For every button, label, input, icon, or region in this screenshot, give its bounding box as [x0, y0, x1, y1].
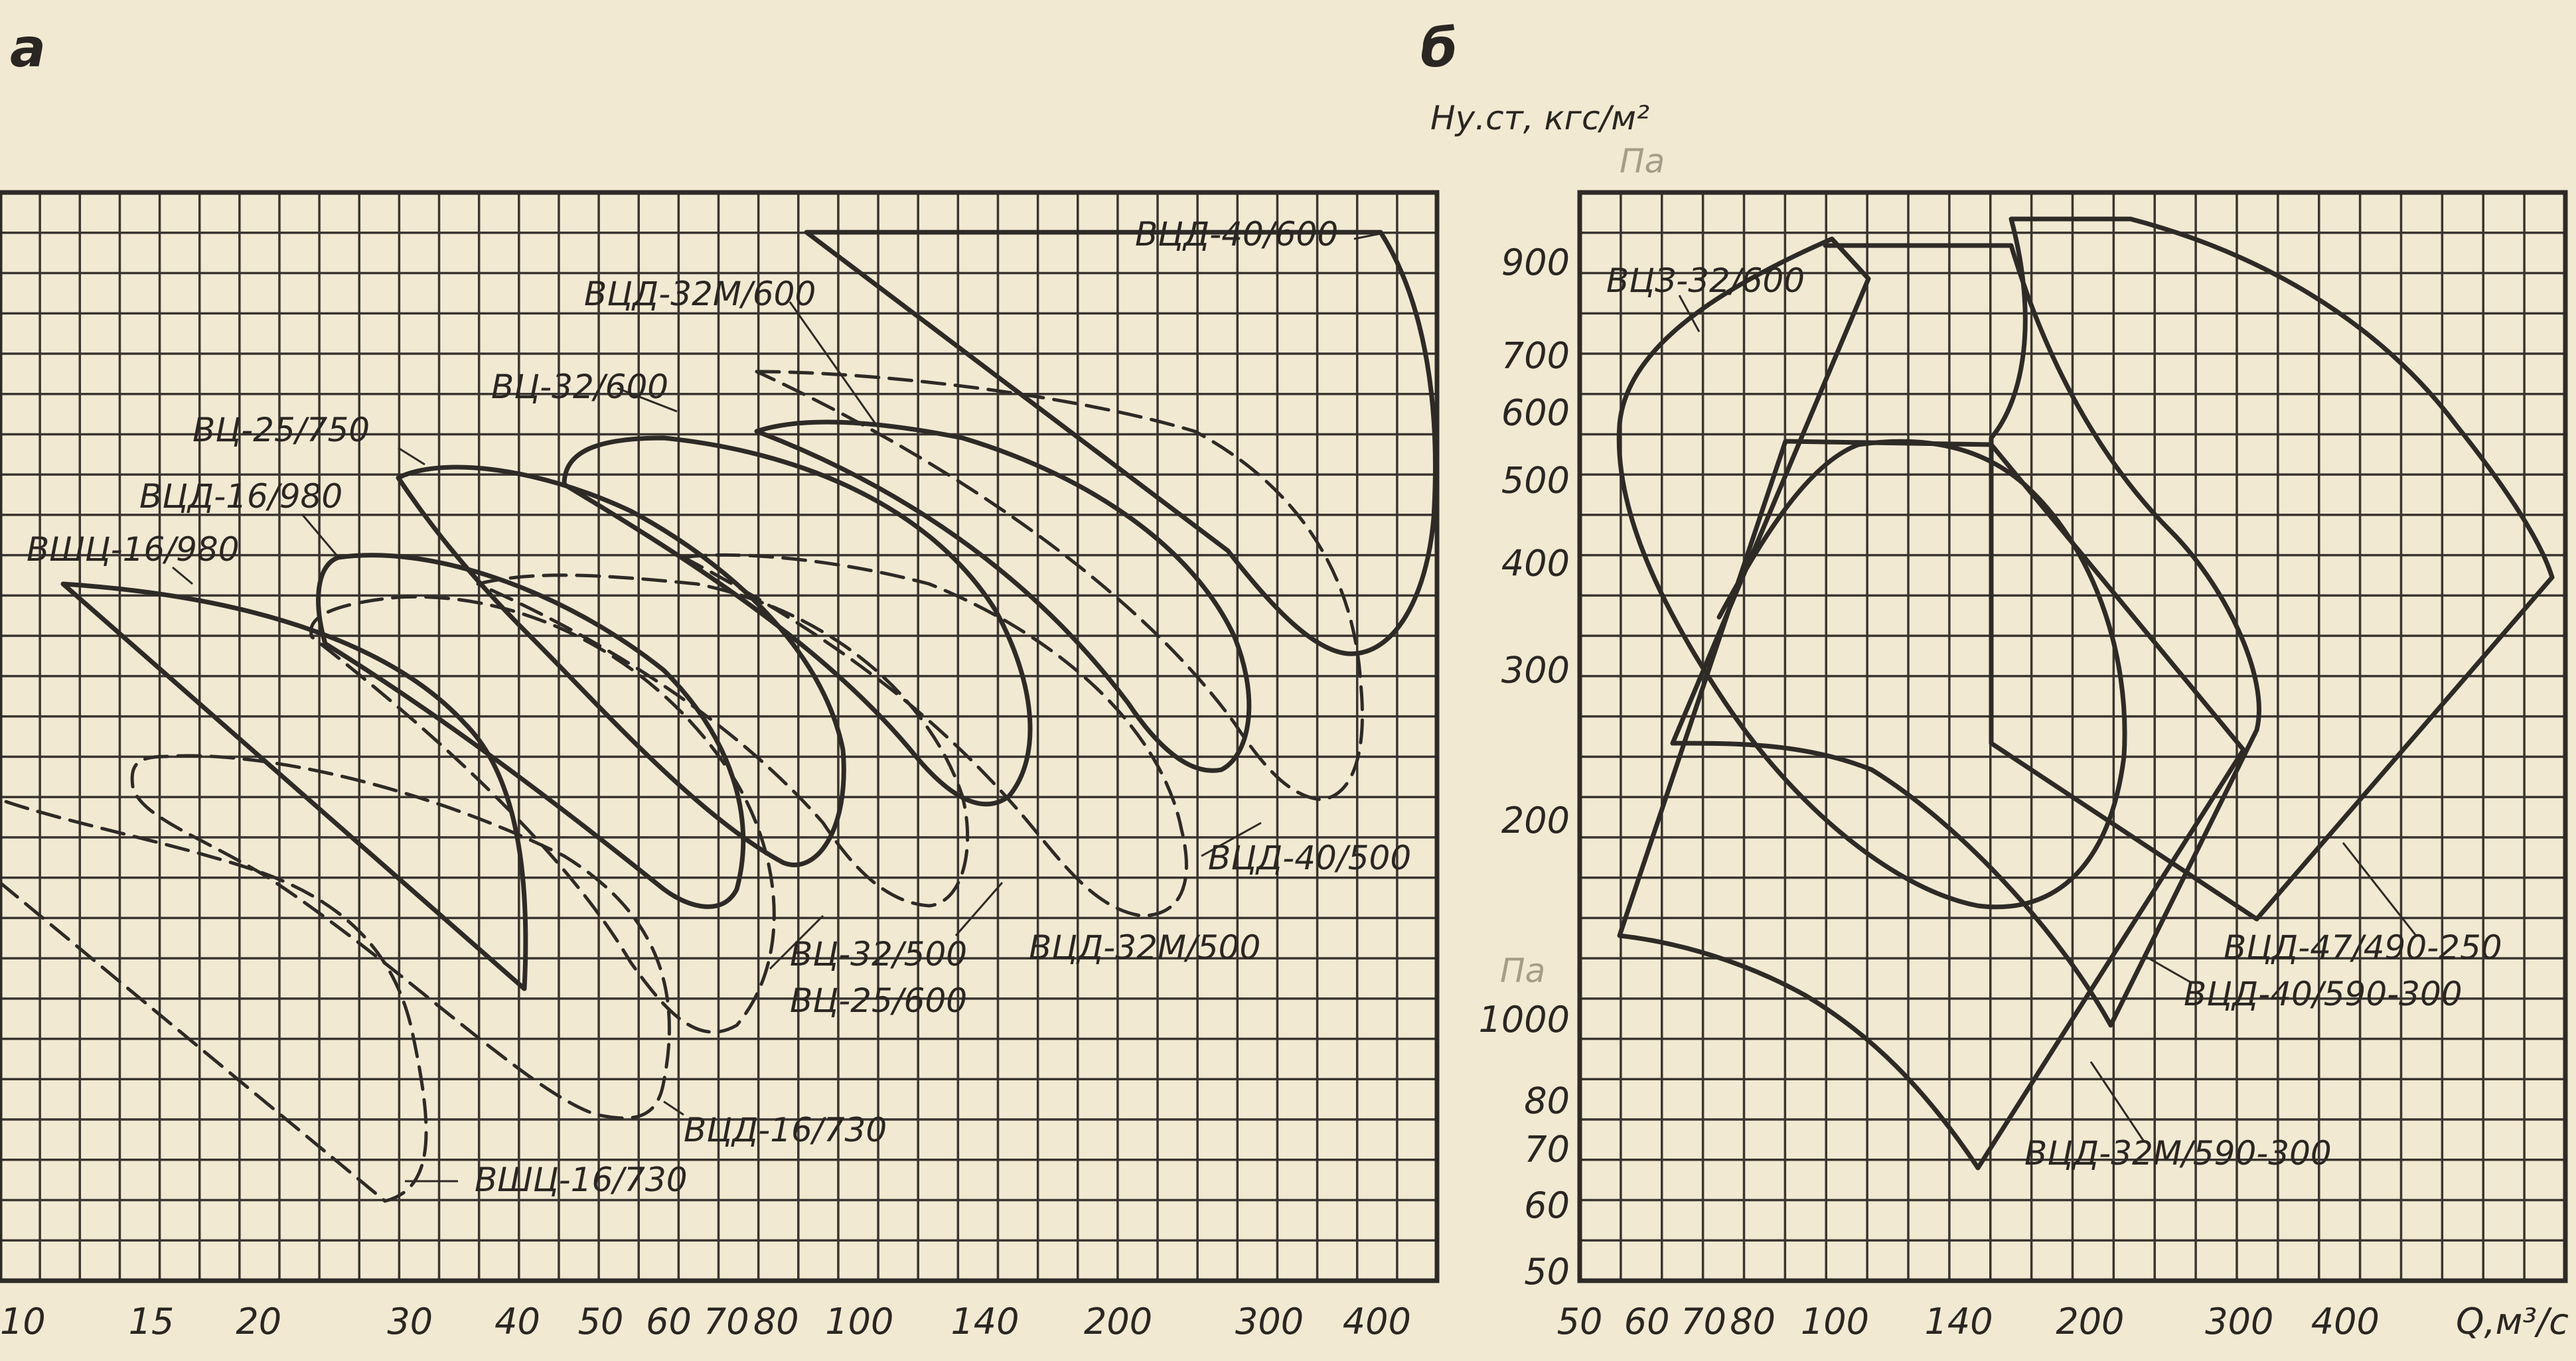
x-axis-label: Q,м³/с	[2456, 1301, 2569, 1342]
panel-b-labels: ВЦЗ-32/600 ВЦД-32М/590-300 ВЦД-40/590-30…	[1606, 261, 2502, 1173]
label-vc-32-500: ВЦ-32/500	[790, 935, 967, 973]
curve-vcd-16-980	[316, 553, 746, 909]
panel-b-x-ticks: 50 60 70 80 100 140 200 300 400	[1557, 1301, 2380, 1342]
curve-vcd-40-590-300	[1670, 243, 2261, 1028]
x-tick-label: 80	[753, 1301, 799, 1342]
x-tick-label: 60	[646, 1301, 692, 1342]
curve-vc-25-600	[309, 595, 776, 1034]
y-tick-label: 900	[1501, 242, 1570, 283]
x-tick-label: 300	[2205, 1301, 2273, 1342]
x-tick-label: 70	[1681, 1301, 1726, 1342]
label-vcz-32-600: ВЦЗ-32/600	[1606, 261, 1805, 300]
y-unit-alt-upper: Па	[1620, 142, 1665, 180]
label-vshc-16-980: ВШЦ-16/980	[27, 530, 240, 569]
curve-vc-32-600	[562, 435, 1033, 807]
label-vshc-16-730: ВШЦ-16/730	[475, 1161, 688, 1199]
curve-vcd-32m-600	[754, 419, 1252, 773]
curve-vcd-16-730	[130, 754, 671, 1120]
y-tick-label: 80	[1524, 1080, 1570, 1121]
x-tick-label: 70	[704, 1301, 749, 1342]
panel-b-letter: б	[1420, 17, 1458, 79]
y-tick-label: 700	[1501, 334, 1570, 376]
label-vc-25-600: ВЦ-25/600	[790, 981, 967, 1020]
y-tick-label: 300	[1501, 649, 1570, 691]
panel-a-leaders	[172, 232, 1381, 1182]
y-tick-label: 500	[1501, 460, 1570, 502]
curve-vcd-32m-500	[682, 553, 1188, 918]
panel-b: б Hу.ст, кгс/м² Па Па 50 60 70 80 100 140 200 3…	[1420, 17, 2569, 1342]
curve-vshc-16-980	[60, 581, 528, 991]
y-tick-label: 600	[1501, 392, 1570, 434]
curve-vcd-47-490-250	[1989, 216, 2555, 922]
panel-b-frame	[1577, 190, 2568, 1283]
x-tick-label: 100	[1801, 1301, 1869, 1342]
label-vcd-32m-600: ВЦД-32М/600	[584, 275, 816, 313]
x-tick-label: 200	[2056, 1301, 2124, 1342]
label-vcd-16-980: ВЦД-16/980	[139, 477, 342, 516]
x-tick-label: 140	[1925, 1301, 1993, 1342]
x-tick-label: 300	[1235, 1301, 1304, 1342]
panel-b-y-ticks: 900 700 600 500 400 300 200 1000 80 70 60 50	[1479, 242, 1570, 1293]
curve-vcd-40-500	[755, 370, 1364, 802]
y-tick-label: 400	[1501, 542, 1570, 584]
x-tick-label: 80	[1730, 1301, 1776, 1342]
curve-vcd-32m-590-300	[1617, 439, 2246, 1171]
x-tick-label: 15	[129, 1301, 175, 1342]
label-vcd-40-500: ВЦД-40/500	[1208, 839, 1411, 877]
y-tick-label: 70	[1524, 1129, 1570, 1171]
label-vcd-40-600: ВЦД-40/600	[1135, 215, 1338, 253]
panel-a-x-ticks: 10 15 20 30 40 50 60 70 80 100 140 200 300 400	[0, 1301, 1411, 1342]
x-tick-label: 140	[950, 1301, 1019, 1342]
x-tick-label: 400	[2311, 1301, 2380, 1342]
x-tick-label: 20	[236, 1301, 281, 1342]
x-tick-label: 50	[578, 1301, 624, 1342]
x-tick-label: 400	[1343, 1301, 1411, 1342]
label-vcd-16-730: ВЦД-16/730	[684, 1111, 887, 1149]
x-tick-label: 60	[1624, 1301, 1670, 1342]
x-tick-label: 10	[0, 1301, 46, 1342]
label-vc-25-750: ВЦ-25/750	[192, 411, 370, 449]
panel-a-letter: а	[10, 17, 46, 79]
y-unit-alt-lower: Па	[1500, 952, 1545, 990]
x-tick-label: 50	[1557, 1301, 1603, 1342]
y-tick-label: 200	[1501, 800, 1570, 841]
label-vcd-32m-590-300: ВЦД-32М/590-300	[2024, 1134, 2332, 1173]
y-axis-label: Hу.ст, кгс/м²	[1430, 99, 1649, 137]
curve-vc-32-500	[476, 573, 970, 908]
panel-a-frame	[0, 190, 1440, 1283]
label-vcd-47-490-250: ВЦД-47/490-250	[2224, 928, 2502, 967]
label-vcd-40-590-300: ВЦД-40/590-300	[2184, 975, 2462, 1013]
label-vc-32-600: ВЦ-32/600	[491, 368, 668, 406]
panel-a-labels: ВШЦ-16/980 ВШЦ-16/730 ВЦД-16/980 ВЦД-16/…	[27, 215, 1411, 1199]
curve-vc-25-750	[396, 465, 846, 867]
label-vcd-32m-500: ВЦД-32М/500	[1029, 928, 1260, 967]
x-tick-label: 100	[825, 1301, 893, 1342]
x-tick-label: 40	[494, 1301, 540, 1342]
y-tick-label: 1000	[1479, 999, 1570, 1040]
panel-b-leaders	[1678, 295, 2417, 1142]
y-tick-label: 60	[1524, 1184, 1570, 1226]
curve-vshc-16-730	[0, 798, 428, 1203]
curve-vcd-40-600	[804, 230, 1438, 656]
y-tick-label: 50	[1524, 1251, 1570, 1293]
x-tick-label: 200	[1084, 1301, 1152, 1342]
x-tick-label: 30	[387, 1301, 433, 1342]
panel-a: а 10 15 20 30 40 50 60 70 80 100 140 200 300 400	[0, 17, 1440, 1342]
